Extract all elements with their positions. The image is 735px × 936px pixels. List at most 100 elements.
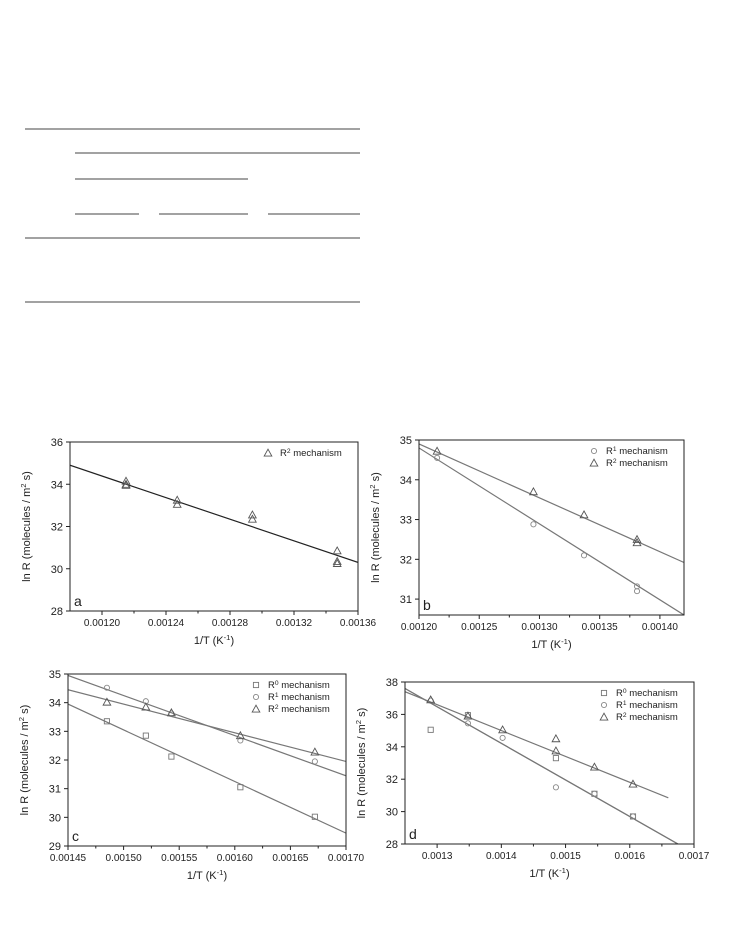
y-tick-label: 33 — [400, 515, 412, 527]
x-tick-label: 0.0015 — [550, 851, 581, 862]
data-point — [633, 588, 641, 595]
y-tick-label: 30 — [386, 807, 398, 819]
data-point — [237, 784, 244, 791]
data-point — [121, 476, 131, 485]
x-axis-label: 1/T (K-1) — [187, 868, 227, 883]
data-point — [551, 746, 561, 755]
y-axis-label: ln R (molecules / m2 s) — [17, 705, 32, 816]
y-tick-label: 32 — [400, 554, 412, 566]
x-tick-label: 0.00128 — [212, 618, 249, 629]
legend-marker — [589, 458, 599, 467]
series-points — [427, 712, 637, 820]
plot-frame — [404, 681, 695, 845]
y-tick-label: 32 — [49, 755, 61, 767]
data-point — [142, 732, 149, 739]
y-tick-label: 34 — [400, 475, 412, 487]
y-axis-label: ln R (molecules / m2 s) — [354, 708, 369, 819]
data-point — [426, 695, 436, 704]
fit-line — [68, 703, 346, 834]
data-point — [432, 446, 442, 455]
x-tick-label: 0.00120 — [84, 618, 121, 629]
y-tick-label: 33 — [49, 726, 61, 738]
y-tick-label: 32 — [386, 774, 398, 786]
fit-line — [405, 691, 669, 799]
data-point — [629, 813, 637, 820]
legend-label: R2 mechanism — [280, 448, 342, 460]
fit-lines — [70, 464, 358, 563]
x-tick-label: 0.00150 — [106, 853, 143, 864]
y-tick-label: 30 — [51, 564, 63, 576]
y-tick-label: 35 — [400, 435, 412, 447]
data-point — [332, 556, 342, 565]
chart-panel-c: 0.00145 0.00150 0.00155 0.00160 0.00165 0.001… — [0, 655, 365, 895]
y-tick-label: 34 — [51, 479, 63, 491]
y-axis-label: ln R (molecules / m2 s) — [19, 471, 34, 582]
fit-line — [68, 689, 346, 763]
fit-line — [405, 687, 679, 844]
series-points — [121, 476, 342, 567]
data-point — [311, 758, 318, 765]
x-tick-label: 0.00140 — [642, 622, 679, 633]
chart-panel-b: 0.00120 0.00125 0.00130 0.00135 0.00140 31 32 3… — [368, 420, 735, 660]
legend-marker — [600, 701, 608, 709]
y-tick-label: 32 — [51, 522, 63, 534]
y-tick-label: 28 — [51, 606, 63, 618]
legend-label: R1 mechanism — [616, 700, 678, 712]
series-points — [427, 697, 637, 820]
legend-marker — [599, 712, 609, 721]
data-point — [628, 779, 638, 788]
chart-d-svg: 0.0013 0.0014 0.0015 0.0016 0.0017 28 30 32 34 36… — [354, 677, 710, 880]
data-point — [166, 707, 176, 717]
data-point — [172, 499, 182, 508]
y-tick-label: 28 — [386, 839, 398, 851]
table-rules — [25, 128, 360, 303]
data-point — [632, 534, 642, 543]
legend-label: R0 mechanism — [616, 688, 678, 700]
data-point — [237, 737, 244, 744]
data-point — [579, 510, 589, 519]
legend-label: R1 mechanism — [268, 692, 330, 704]
data-point — [168, 753, 175, 760]
data-point — [589, 762, 600, 771]
data-point — [103, 684, 110, 691]
data-point — [551, 733, 561, 743]
legend-marker — [251, 704, 261, 713]
x-tick-label: 0.00155 — [161, 853, 198, 864]
x-tick-label: 0.00125 — [461, 622, 498, 633]
x-tick-label: 0.00130 — [521, 622, 558, 633]
data-point — [632, 537, 642, 547]
y-tick-label: 36 — [386, 709, 398, 721]
x-tick-label: 0.0017 — [679, 851, 710, 862]
chart-panel-d: 0.0013 0.0014 0.0015 0.0016 0.0017 28 30 32 34 36… — [354, 655, 735, 895]
data-point — [172, 495, 182, 504]
data-point — [332, 558, 342, 567]
data-point — [434, 454, 441, 461]
x-tick-label: 0.00120 — [401, 622, 438, 633]
data-point — [427, 726, 434, 733]
x-tick-label: 0.00145 — [50, 853, 87, 864]
data-point — [235, 730, 245, 740]
data-point — [247, 514, 257, 523]
y-tick-label: 30 — [49, 812, 61, 824]
data-point — [311, 813, 318, 820]
y-tick-label: 31 — [400, 594, 412, 606]
series-points — [426, 695, 638, 788]
series-points — [434, 454, 641, 595]
legend-marker — [590, 447, 598, 455]
y-axis-label: ln R (molecules / m2 s) — [368, 472, 383, 583]
legend-label: R1 mechanism — [606, 446, 668, 458]
series-points — [102, 697, 320, 756]
legend-marker — [600, 689, 608, 697]
data-point — [552, 784, 559, 791]
panel-label: b — [423, 597, 431, 613]
legend-label: R2 mechanism — [268, 704, 330, 716]
y-tick-label: 34 — [386, 742, 398, 754]
chart-c-svg: 0.00145 0.00150 0.00155 0.00160 0.00165 0.001… — [17, 669, 365, 883]
y-tick-label: 38 — [386, 677, 398, 689]
x-tick-label: 0.00160 — [217, 853, 254, 864]
legend-label: R2 mechanism — [606, 458, 668, 470]
data-point — [552, 755, 559, 762]
x-axis-label: 1/T (K-1) — [531, 637, 571, 652]
plot-frame — [418, 439, 685, 616]
chart-panel-a: 0.00120 0.00124 0.00128 0.00132 0.00136 28 30 3… — [0, 420, 377, 660]
